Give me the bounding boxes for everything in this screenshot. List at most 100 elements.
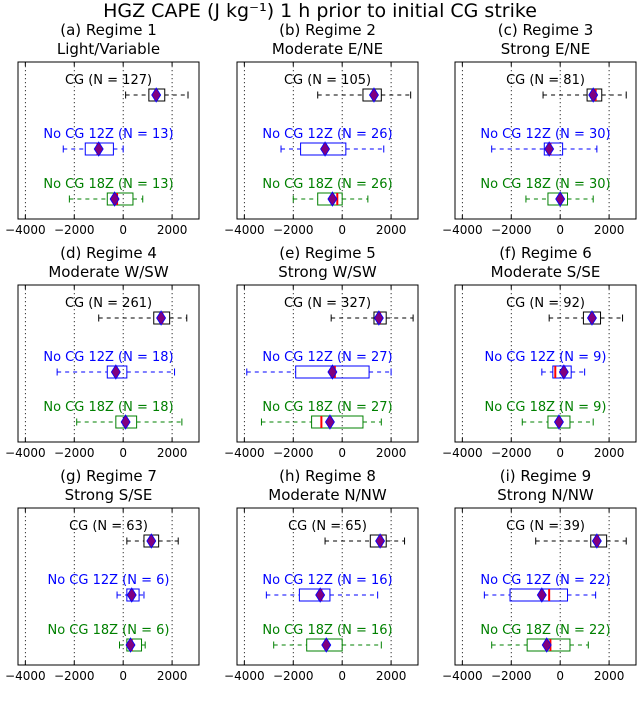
mean-marker (541, 637, 552, 653)
x-tick-label: −4000 (442, 223, 483, 237)
x-tick-label: −4000 (442, 446, 483, 460)
x-tick-label: 2000 (594, 446, 625, 460)
mean-marker (327, 191, 338, 207)
series-2: No CG 12Z (N = 30) (480, 127, 611, 157)
iqr-box (317, 192, 343, 206)
x-tick-label: 0 (556, 446, 564, 460)
series-label: No CG 12Z (N = 9) (485, 350, 607, 365)
x-tick-label: −4000 (5, 446, 46, 460)
mean-marker (320, 141, 331, 157)
series-label: No CG 18Z (N = 22) (480, 623, 610, 638)
series-label: CG (N = 261) (65, 296, 152, 311)
x-tick-label: −4000 (442, 669, 483, 683)
panel-subtitle: Strong E/NE (501, 40, 590, 58)
series-3: No CG 18Z (N = 18) (43, 400, 183, 430)
series-1: CG (N = 63) (69, 519, 179, 549)
iqr-box (300, 142, 347, 156)
mean-marker (586, 310, 597, 326)
mean-marker (368, 87, 379, 103)
iqr-box (306, 638, 343, 652)
mean-marker (555, 191, 566, 207)
x-tick-label: 2000 (594, 223, 625, 237)
series-label: CG (N = 105) (284, 73, 371, 88)
series-2: No CG 12Z (N = 9) (485, 350, 607, 380)
panel-subtitle: Strong W/SW (278, 263, 377, 281)
panel-title: (a) Regime 1 (60, 21, 156, 39)
x-tick-label: 2000 (594, 669, 625, 683)
series-3: No CG 18Z (N = 22) (480, 623, 611, 653)
panel-title: (g) Regime 7 (60, 467, 157, 485)
series-2: No CG 12Z (N = 18) (43, 350, 176, 380)
panel-subtitle: Moderate W/SW (48, 263, 169, 281)
x-tick-label: −2000 (491, 446, 532, 460)
axes-frame (17, 507, 200, 666)
x-tick-label: −2000 (54, 669, 95, 683)
series-label: No CG 18Z (N = 6) (48, 623, 170, 638)
series-label: No CG 12Z (N = 13) (43, 127, 173, 142)
series-label: No CG 12Z (N = 30) (480, 127, 610, 142)
series-2: No CG 12Z (N = 22) (480, 573, 611, 603)
mean-marker (553, 414, 564, 430)
series-label: No CG 12Z (N = 26) (262, 127, 392, 142)
series-label: CG (N = 92) (506, 296, 585, 311)
mean-marker (373, 310, 384, 326)
series-label: CG (N = 81) (506, 73, 585, 88)
axes-frame (236, 284, 419, 443)
x-tick-label: 0 (556, 669, 564, 683)
mean-marker (536, 587, 547, 603)
iqr-box (547, 192, 569, 206)
panel-subtitle: Moderate S/SE (491, 263, 601, 281)
panel-subtitle: Moderate E/NE (272, 40, 383, 58)
mean-marker (321, 637, 332, 653)
x-tick-label: 2000 (376, 223, 407, 237)
series-label: No CG 18Z (N = 9) (485, 400, 607, 415)
x-tick-label: 0 (338, 223, 346, 237)
series-1: CG (N = 92) (506, 296, 624, 326)
panel-subtitle: Strong S/SE (65, 486, 153, 504)
iqr-box (526, 638, 571, 652)
series-1: CG (N = 127) (65, 73, 189, 103)
x-tick-label: −4000 (224, 223, 265, 237)
mean-marker (315, 587, 326, 603)
series-label: CG (N = 327) (284, 296, 371, 311)
x-tick-label: 0 (119, 446, 127, 460)
mean-marker (126, 587, 137, 603)
series-label: CG (N = 63) (69, 519, 148, 534)
x-tick-label: 2000 (157, 669, 188, 683)
series-1: CG (N = 39) (506, 519, 627, 549)
axes-frame (454, 284, 637, 443)
series-label: No CG 18Z (N = 30) (480, 177, 610, 192)
iqr-box (552, 365, 572, 379)
iqr-box (311, 415, 364, 429)
series-2: No CG 12Z (N = 13) (43, 127, 174, 157)
panel-subtitle: Moderate N/NW (268, 486, 387, 504)
x-tick-label: 0 (556, 223, 564, 237)
mean-marker (591, 533, 602, 549)
x-tick-label: −2000 (273, 446, 314, 460)
x-tick-label: −4000 (5, 223, 46, 237)
x-tick-label: 2000 (157, 446, 188, 460)
iqr-box (106, 192, 134, 206)
axes-frame (17, 284, 200, 443)
panel-title: (b) Regime 2 (279, 21, 376, 39)
series-3: No CG 18Z (N = 6) (48, 623, 170, 653)
figure-title: HGZ CAPE (J kg⁻¹) 1 h prior to initial C… (103, 0, 537, 22)
series-2: No CG 12Z (N = 27) (246, 350, 393, 380)
series-1: CG (N = 327) (284, 296, 414, 326)
iqr-box (298, 588, 331, 602)
mean-marker (151, 87, 162, 103)
mean-marker (544, 141, 555, 157)
x-tick-label: −2000 (54, 446, 95, 460)
x-tick-label: −4000 (224, 446, 265, 460)
x-tick-label: 0 (338, 446, 346, 460)
iqr-box (369, 534, 387, 548)
series-2: No CG 12Z (N = 6) (48, 573, 169, 603)
axes-frame (454, 61, 637, 220)
